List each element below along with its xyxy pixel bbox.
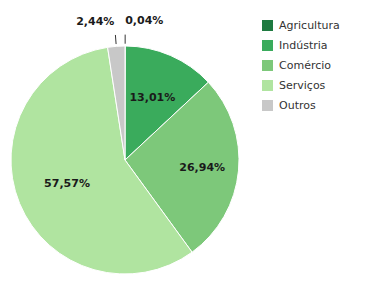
- legend: Agricultura Indústria Comércio Serviços Outr…: [262, 19, 340, 112]
- legend-swatch: [262, 80, 273, 91]
- data-label: 57,57%: [44, 177, 90, 190]
- slices: [11, 46, 239, 274]
- data-label: 13,01%: [129, 91, 175, 104]
- pie-slice: [11, 47, 192, 274]
- legend-label: Outros: [279, 99, 316, 112]
- legend-swatch: [262, 100, 273, 111]
- leader-line: [115, 35, 117, 44]
- data-label: 26,94%: [179, 161, 225, 174]
- legend-swatch: [262, 20, 273, 31]
- legend-swatch: [262, 40, 273, 51]
- legend-swatch: [262, 60, 273, 71]
- legend-label: Indústria: [279, 39, 328, 52]
- legend-label: Serviços: [279, 79, 326, 92]
- data-label: 2,44%: [76, 15, 114, 28]
- labels: 0,04% 13,01% 26,94% 57,57% 2,44%: [44, 14, 225, 190]
- leader-line: [125, 35, 126, 44]
- pie-slice: [108, 46, 125, 160]
- legend-label: Comércio: [279, 59, 331, 72]
- data-label: 0,04%: [125, 14, 163, 27]
- chart: 0,04% 13,01% 26,94% 57,57% 2,44% Agricultura I…: [0, 0, 380, 304]
- legend-label: Agricultura: [279, 19, 340, 32]
